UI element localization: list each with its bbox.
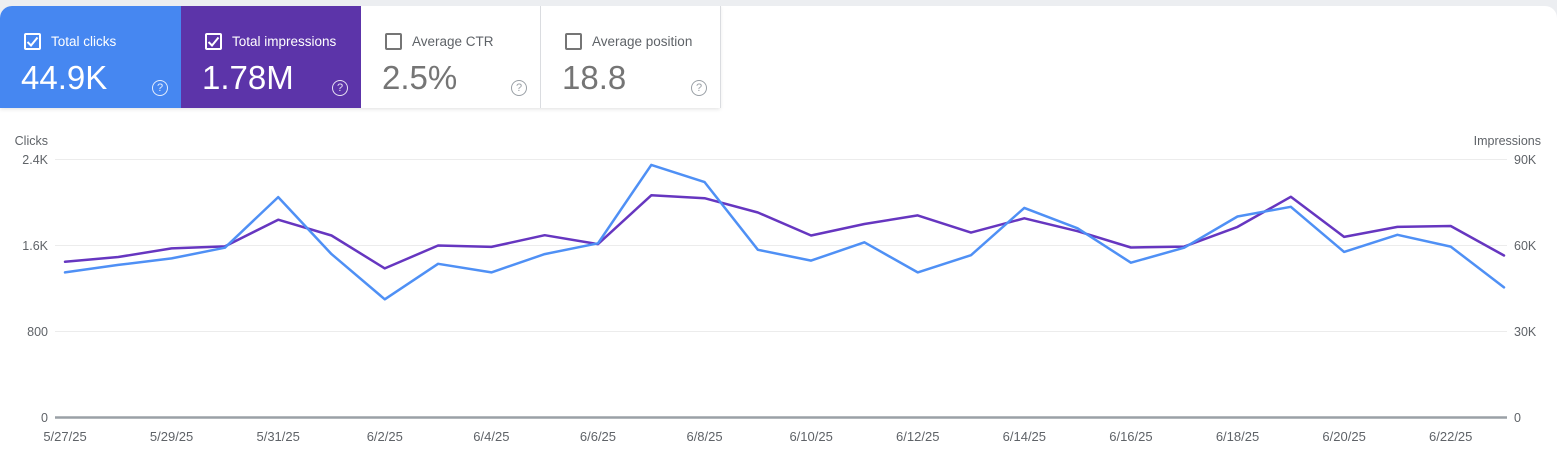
metric-card-average-position[interactable]: Average position 18.8 ? xyxy=(541,6,721,108)
checkmark-icon xyxy=(207,36,220,47)
help-icon[interactable]: ? xyxy=(152,80,168,96)
help-icon[interactable]: ? xyxy=(691,80,707,96)
x-axis-label: 6/4/25 xyxy=(473,429,509,444)
metric-card-value: 44.9K xyxy=(21,59,108,96)
average-position-checkbox[interactable] xyxy=(565,33,582,50)
metric-card-label: Total impressions xyxy=(232,34,337,49)
total-impressions-checkbox[interactable] xyxy=(205,33,222,50)
x-axis-label: 5/29/25 xyxy=(150,429,193,444)
metric-card-total-clicks[interactable]: Total clicks 44.9K ? xyxy=(0,6,181,108)
metric-card-label: Average position xyxy=(592,34,693,49)
help-icon[interactable]: ? xyxy=(511,80,527,96)
left-axis-tick: 800 xyxy=(27,325,48,339)
metric-cards-row: Total clicks 44.9K ? Total impressions 1… xyxy=(0,6,721,108)
x-axis-label: 6/20/25 xyxy=(1322,429,1365,444)
metric-card-average-ctr[interactable]: Average CTR 2.5% ? xyxy=(361,6,541,108)
metric-card-total-impressions[interactable]: Total impressions 1.78M ? xyxy=(181,6,361,108)
help-icon[interactable]: ? xyxy=(332,80,348,96)
left-axis-tick: 2.4K xyxy=(22,153,48,167)
x-axis-label: 6/18/25 xyxy=(1216,429,1259,444)
x-axis-label: 6/14/25 xyxy=(1003,429,1046,444)
left-axis-title: Clicks xyxy=(15,134,48,148)
right-axis-tick: 60K xyxy=(1514,239,1537,253)
performance-chart[interactable]: 2.4K 1.6K 800 0 90K 60K 30K 0 Clicks Impressions 5… xyxy=(0,6,1557,471)
right-axis-tick: 90K xyxy=(1514,153,1537,167)
x-axis-label: 6/8/25 xyxy=(686,429,722,444)
checkmark-icon xyxy=(26,36,39,47)
average-ctr-checkbox[interactable] xyxy=(385,33,402,50)
x-axis-label: 6/22/25 xyxy=(1429,429,1472,444)
left-axis-tick: 1.6K xyxy=(22,239,48,253)
right-axis-title: Impressions xyxy=(1474,134,1541,148)
x-axis-label: 6/10/25 xyxy=(789,429,832,444)
x-axis-label: 5/27/25 xyxy=(43,429,86,444)
metric-card-label: Total clicks xyxy=(51,34,117,49)
x-axis-label: 6/2/25 xyxy=(367,429,403,444)
right-axis-tick: 30K xyxy=(1514,325,1537,339)
x-axis-label: 6/12/25 xyxy=(896,429,939,444)
metric-card-value: 1.78M xyxy=(202,59,294,96)
right-axis-tick: 0 xyxy=(1514,411,1521,425)
clicks-line[interactable] xyxy=(63,163,1506,301)
metric-card-label: Average CTR xyxy=(412,34,494,49)
x-axis-label: 6/16/25 xyxy=(1109,429,1152,444)
performance-panel: 2.4K 1.6K 800 0 90K 60K 30K 0 Clicks Impressions 5… xyxy=(0,6,1557,471)
total-clicks-checkbox[interactable] xyxy=(24,33,41,50)
x-axis-label: 5/31/25 xyxy=(256,429,299,444)
metric-card-value: 18.8 xyxy=(562,59,627,96)
left-axis-tick: 0 xyxy=(41,411,48,425)
x-axis-label: 6/6/25 xyxy=(580,429,616,444)
metric-card-value: 2.5% xyxy=(382,59,458,96)
